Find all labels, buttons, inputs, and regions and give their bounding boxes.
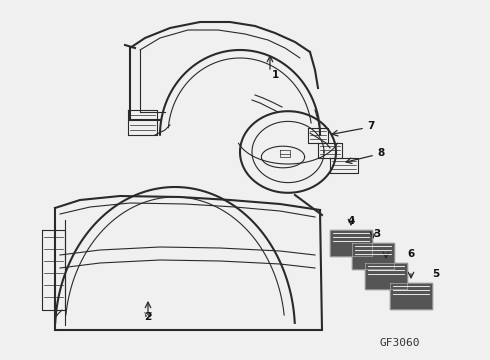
Text: 7: 7 bbox=[367, 121, 374, 131]
Text: 3: 3 bbox=[373, 229, 381, 239]
Text: 2: 2 bbox=[145, 312, 151, 322]
Text: 1: 1 bbox=[272, 70, 279, 80]
Polygon shape bbox=[330, 230, 372, 256]
Text: 6: 6 bbox=[407, 249, 415, 259]
Polygon shape bbox=[352, 243, 394, 269]
Text: V6: V6 bbox=[144, 312, 152, 318]
Polygon shape bbox=[365, 263, 407, 289]
Text: 4: 4 bbox=[347, 216, 355, 226]
Text: 8: 8 bbox=[377, 148, 384, 158]
Text: GF3060: GF3060 bbox=[380, 338, 420, 348]
Text: 5: 5 bbox=[432, 269, 440, 279]
Polygon shape bbox=[390, 283, 432, 309]
